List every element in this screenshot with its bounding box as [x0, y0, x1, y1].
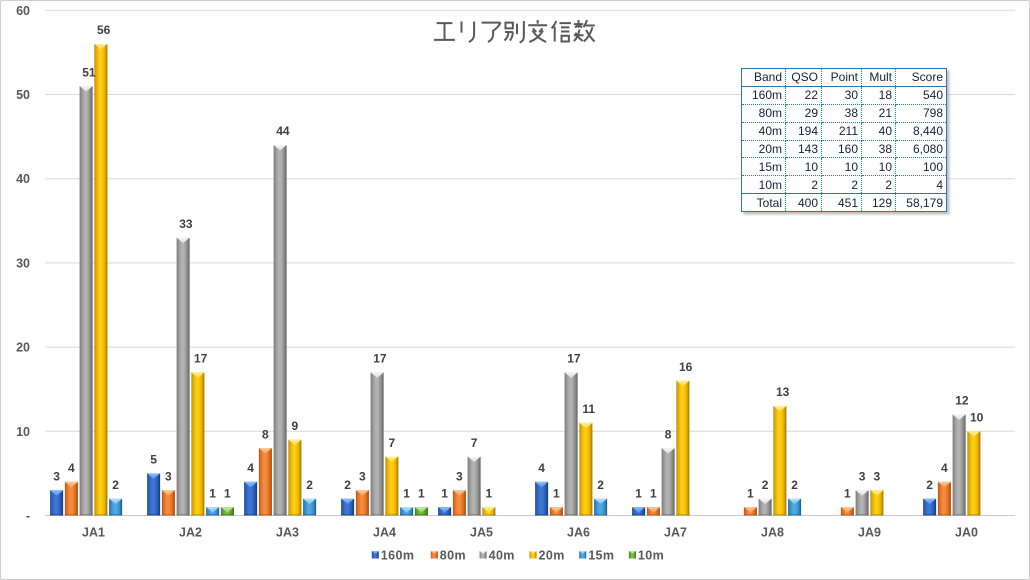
svg-text:1: 1 [418, 486, 425, 500]
svg-text:JA3: JA3 [276, 526, 299, 540]
svg-text:JA2: JA2 [179, 526, 202, 540]
svg-text:13: 13 [776, 385, 790, 399]
svg-text:40m: 40m [489, 549, 515, 563]
svg-text:JA9: JA9 [858, 526, 881, 540]
svg-text:160m: 160m [381, 549, 415, 563]
svg-text:10: 10 [970, 411, 984, 425]
svg-text:JA1: JA1 [82, 526, 105, 540]
svg-text:8: 8 [665, 427, 672, 441]
svg-text:7: 7 [389, 436, 396, 450]
svg-text:2: 2 [926, 478, 933, 492]
svg-text:3: 3 [165, 469, 172, 483]
svg-text:JA4: JA4 [373, 526, 396, 540]
svg-text:JA8: JA8 [761, 526, 784, 540]
svg-text:-: - [26, 509, 30, 523]
svg-text:1: 1 [224, 486, 231, 500]
svg-text:2: 2 [112, 478, 119, 492]
svg-text:16: 16 [679, 360, 693, 374]
svg-text:20: 20 [16, 341, 30, 355]
svg-text:1: 1 [635, 486, 642, 500]
svg-text:3: 3 [456, 469, 463, 483]
svg-text:2: 2 [344, 478, 351, 492]
svg-text:JA5: JA5 [470, 526, 493, 540]
svg-text:11: 11 [582, 402, 595, 416]
svg-text:56: 56 [97, 23, 111, 37]
svg-text:1: 1 [844, 486, 851, 500]
svg-text:80m: 80m [440, 549, 466, 563]
svg-text:3: 3 [53, 469, 60, 483]
svg-text:17: 17 [567, 352, 581, 366]
svg-text:4: 4 [538, 461, 545, 475]
svg-text:17: 17 [194, 352, 208, 366]
svg-text:4: 4 [68, 461, 75, 475]
svg-text:2: 2 [597, 478, 604, 492]
svg-text:2: 2 [791, 478, 798, 492]
svg-text:1: 1 [441, 486, 448, 500]
svg-text:1: 1 [650, 486, 657, 500]
svg-text:12: 12 [955, 394, 969, 408]
svg-text:40: 40 [16, 172, 30, 186]
svg-text:3: 3 [359, 469, 366, 483]
svg-text:JA7: JA7 [664, 526, 687, 540]
svg-text:2: 2 [762, 478, 769, 492]
svg-text:3: 3 [874, 469, 881, 483]
svg-text:5: 5 [150, 453, 157, 467]
svg-text:JA0: JA0 [955, 526, 978, 540]
svg-text:60: 60 [16, 4, 30, 18]
svg-text:1: 1 [486, 486, 493, 500]
svg-text:1: 1 [553, 486, 560, 500]
svg-text:15m: 15m [588, 549, 614, 563]
svg-text:30: 30 [16, 256, 30, 270]
svg-text:50: 50 [16, 88, 30, 102]
svg-text:9: 9 [292, 419, 299, 433]
svg-text:1: 1 [747, 486, 754, 500]
svg-text:10m: 10m [638, 549, 664, 563]
svg-text:20m: 20m [539, 549, 565, 563]
svg-text:1: 1 [403, 486, 410, 500]
svg-text:4: 4 [247, 461, 254, 475]
svg-text:JA6: JA6 [567, 526, 590, 540]
svg-text:10: 10 [16, 425, 30, 439]
svg-text:2: 2 [306, 478, 313, 492]
svg-text:4: 4 [941, 461, 948, 475]
svg-text:44: 44 [276, 124, 290, 138]
svg-text:51: 51 [82, 65, 96, 79]
svg-text:8: 8 [262, 427, 269, 441]
svg-text:33: 33 [179, 217, 193, 231]
svg-text:7: 7 [471, 436, 478, 450]
svg-text:3: 3 [859, 469, 866, 483]
svg-text:1: 1 [209, 486, 216, 500]
svg-text:17: 17 [373, 352, 387, 366]
